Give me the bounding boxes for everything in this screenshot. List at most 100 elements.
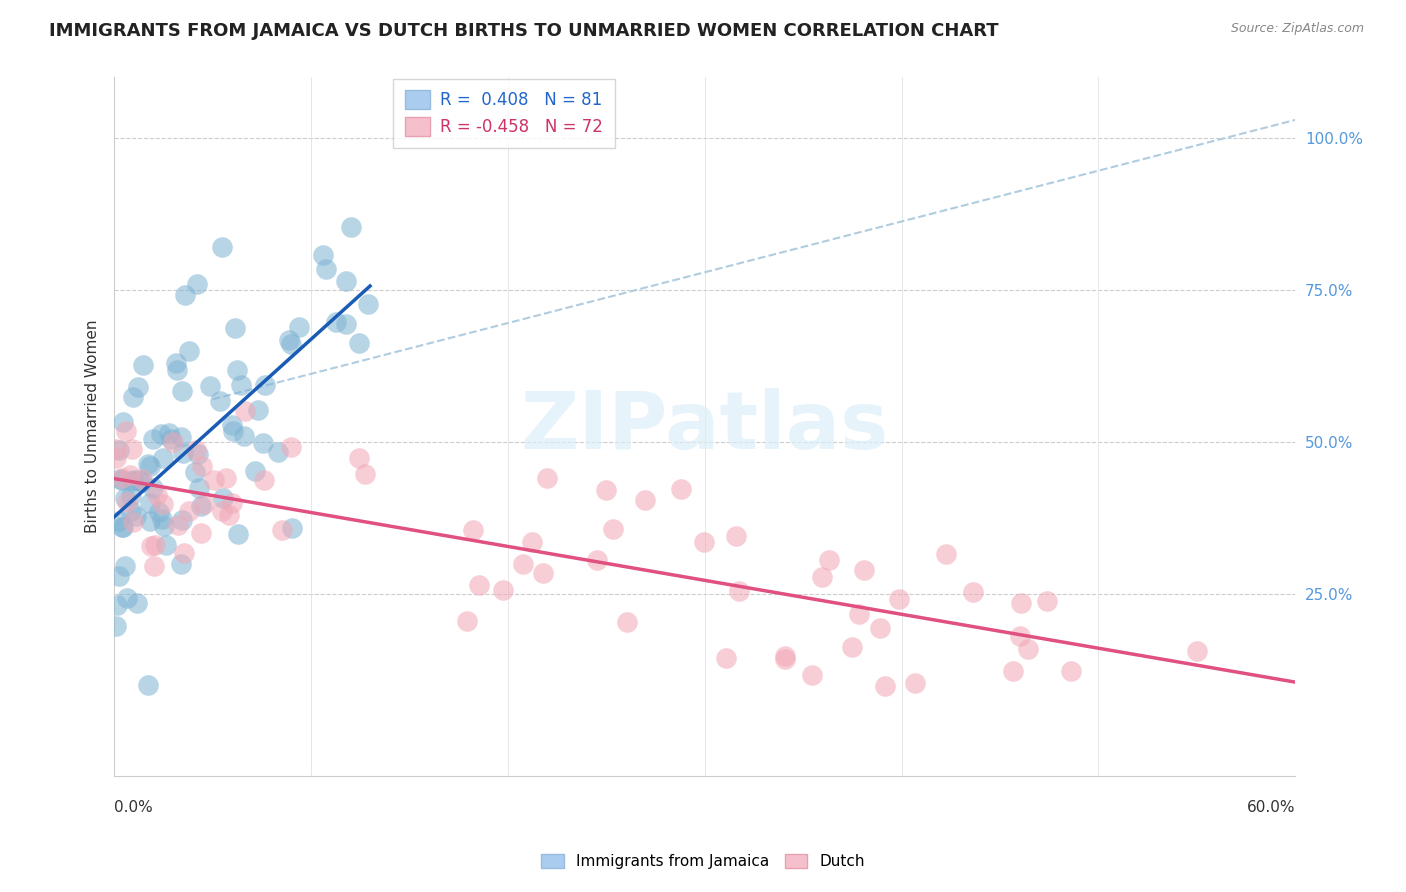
Point [280,440,302,454]
Point [222,424,245,438]
Point [114,491,136,505]
Point [221,418,243,433]
Text: ZIPatlas: ZIPatlas [520,387,889,466]
Point [139,539,162,553]
Point [136,677,159,691]
Point [110,471,132,485]
Point [186,277,208,292]
Point [536,471,558,485]
Point [347,451,370,466]
Point [595,483,617,498]
Point [108,569,131,583]
Point [120,467,142,482]
Point [108,472,131,486]
Legend: Immigrants from Jamaica, Dutch: Immigrants from Jamaica, Dutch [534,847,872,875]
Point [356,297,378,311]
Point [353,467,375,482]
Point [315,261,337,276]
Point [935,547,957,561]
Point [136,457,159,471]
Point [105,619,128,633]
Point [114,425,136,439]
Point [817,552,839,566]
Point [115,591,138,606]
Point [232,429,254,443]
Point [224,321,246,335]
Point [198,378,221,392]
Y-axis label: Births to Unmarried Women: Births to Unmarried Women [86,320,100,533]
Point [602,522,624,536]
Point [186,443,208,458]
Point [1036,594,1059,608]
Point [105,450,128,465]
Point [235,404,257,418]
Point [253,473,276,487]
Point [202,473,225,487]
Point [107,514,129,528]
Point [127,596,149,610]
Point [143,538,166,552]
Point [111,520,134,534]
Point [962,585,984,599]
Point [904,676,927,690]
Point [800,668,823,682]
Point [852,563,875,577]
Point [138,514,160,528]
Point [121,474,143,488]
Point [278,333,301,347]
Point [467,578,489,592]
Point [122,515,145,529]
Point [177,343,200,358]
Point [148,505,170,519]
Point [187,447,209,461]
Point [252,435,274,450]
Point [287,319,309,334]
Point [108,443,131,458]
Point [166,518,188,533]
Point [209,394,232,409]
Point [848,607,870,622]
Point [172,513,194,527]
Point [193,497,215,511]
Point [281,521,304,535]
Point [120,489,142,503]
Point [245,464,267,478]
Point [170,557,193,571]
Point [889,592,911,607]
Point [775,652,797,666]
Point [112,415,135,429]
Point [112,520,135,534]
Point [335,318,357,332]
Point [172,446,194,460]
Point [221,496,243,510]
Point [114,558,136,573]
Point [170,430,193,444]
Point [325,314,347,328]
Point [142,481,165,495]
Point [811,570,834,584]
Point [128,473,150,487]
Point [187,481,209,495]
Point [150,512,173,526]
Point [152,451,174,466]
Point [218,508,240,522]
Point [138,496,160,510]
Point [166,362,188,376]
Point [335,274,357,288]
Point [1001,664,1024,678]
Point [139,459,162,474]
Point [246,403,269,417]
Point [773,649,796,664]
Point [173,546,195,560]
Point [111,473,134,487]
Point [155,538,177,552]
Point [170,384,193,398]
Point [312,247,335,261]
Point [115,495,138,509]
Point [280,337,302,351]
Point [173,287,195,301]
Point [724,529,747,543]
Point [228,527,250,541]
Point [211,491,233,505]
Point [146,488,169,502]
